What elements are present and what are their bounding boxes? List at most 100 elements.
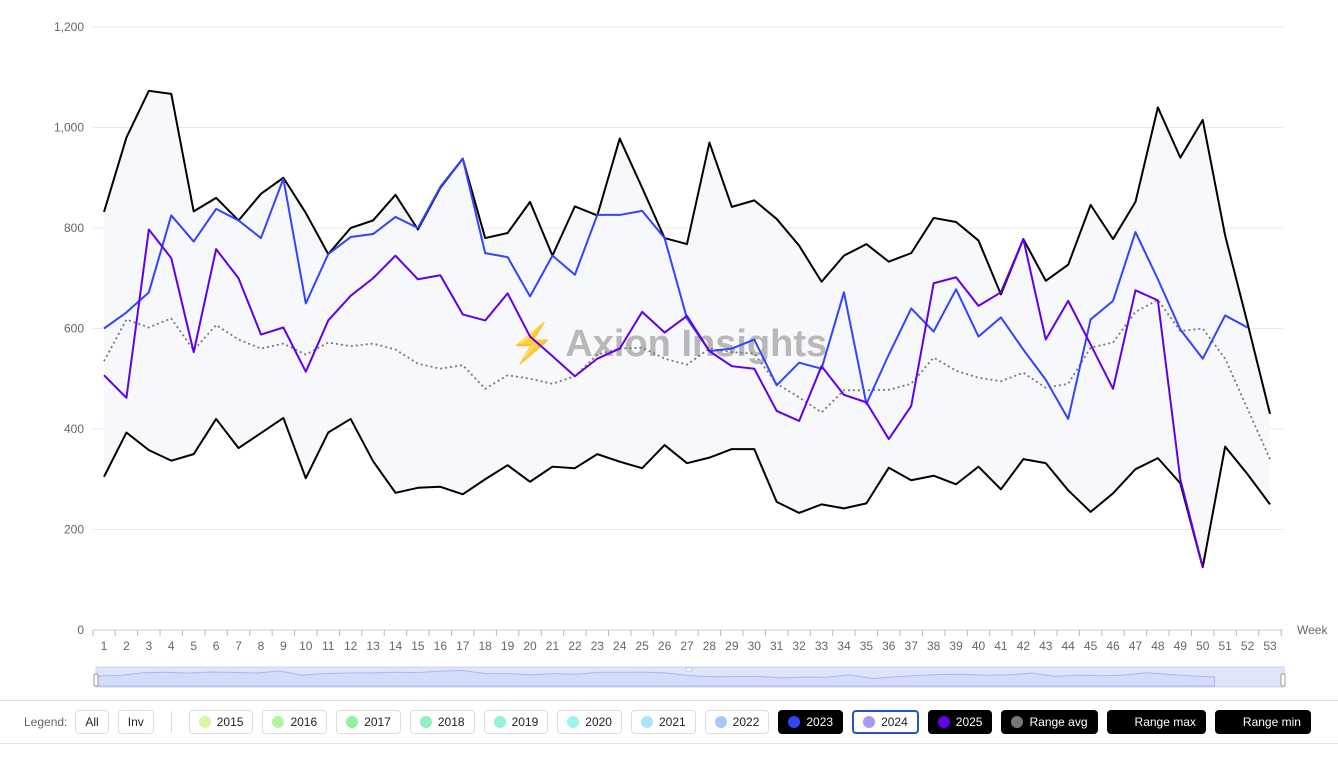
legend-swatch-icon <box>788 716 801 728</box>
legend-item-2020[interactable]: 2020 <box>557 710 622 734</box>
x-tick-label: 8 <box>258 639 265 653</box>
y-tick-label: 800 <box>64 221 84 235</box>
legend-item-2022[interactable]: 2022 <box>704 710 770 734</box>
x-axis-label: Week <box>1297 623 1328 637</box>
x-tick-label: 53 <box>1263 639 1277 653</box>
divider <box>0 700 1338 701</box>
legend-invert-button[interactable]: Inv <box>117 710 154 734</box>
legend-item-label: 2017 <box>364 715 391 729</box>
y-tick-label: 0 <box>77 623 84 637</box>
legend-swatch-icon <box>937 716 950 728</box>
series-line-range-avg <box>103 298 1271 460</box>
navigator-grip[interactable] <box>685 667 693 672</box>
legend-item-2024[interactable]: 2024 <box>852 710 919 734</box>
navigator-handle-left[interactable] <box>93 673 99 687</box>
x-tick-label: 28 <box>703 639 717 653</box>
x-tick-label: 9 <box>280 639 287 653</box>
x-tick-label: 31 <box>770 639 784 653</box>
legend-item-2021[interactable]: 2021 <box>630 710 696 734</box>
legend-item-label: 2021 <box>658 715 686 729</box>
legend-item-label: Range avg <box>1029 715 1088 729</box>
x-tick-label: 17 <box>456 639 470 653</box>
range-band <box>104 90 1270 568</box>
x-tick-label: 7 <box>235 639 242 653</box>
x-tick-label: 15 <box>411 639 425 653</box>
x-tick-label: 49 <box>1174 639 1188 653</box>
legend-swatch-icon <box>1225 716 1237 728</box>
legend-swatch-icon <box>714 716 727 728</box>
x-tick-label: 22 <box>568 639 582 653</box>
x-tick-label: 11 <box>322 639 335 653</box>
legend-item-label: 2018 <box>437 715 465 729</box>
x-tick-label: 50 <box>1196 639 1210 653</box>
x-tick-label: 5 <box>190 639 197 653</box>
legend-item-range-max[interactable]: Range max <box>1106 710 1206 734</box>
x-tick-label: 48 <box>1151 639 1165 653</box>
x-tick-label: 25 <box>635 639 649 653</box>
x-tick-label: 36 <box>882 639 896 653</box>
x-tick-label: 20 <box>523 639 537 653</box>
legend-swatch-icon <box>863 716 876 728</box>
legend-swatch-icon <box>198 716 211 728</box>
legend-swatch-icon <box>493 716 506 728</box>
legend-swatch-icon <box>1011 716 1024 728</box>
legend-item-2019[interactable]: 2019 <box>483 710 549 734</box>
legend-item-label: Range max <box>1134 715 1196 729</box>
x-tick-label: 3 <box>146 639 153 653</box>
legend-item-2016[interactable]: 2016 <box>262 710 328 734</box>
x-tick-label: 29 <box>725 639 739 653</box>
series-line-2023 <box>103 157 1249 420</box>
y-tick-label: 1,000 <box>54 121 84 135</box>
legend-item-range-avg[interactable]: Range avg <box>1001 710 1098 734</box>
navigator-handle-right[interactable] <box>1280 673 1286 687</box>
legend-label: Legend: <box>24 715 68 729</box>
legend-swatch-icon <box>272 716 285 728</box>
x-tick-label: 32 <box>792 639 806 653</box>
x-tick-label: 45 <box>1084 639 1098 653</box>
y-tick-label: 600 <box>64 322 84 336</box>
legend-item-range-min[interactable]: Range min <box>1214 710 1311 734</box>
x-tick-label: 35 <box>860 639 874 653</box>
x-tick-label: 27 <box>680 639 694 653</box>
legend-item-label: 2024 <box>881 715 908 729</box>
legend-item-2023[interactable]: 2023 <box>778 710 844 734</box>
x-tick-label: 40 <box>972 639 986 653</box>
x-tick-label: 37 <box>905 639 919 653</box>
legend-swatch-icon <box>346 716 359 728</box>
x-tick-label: 23 <box>591 639 605 653</box>
legend-item-2018[interactable]: 2018 <box>409 710 475 734</box>
legend-item-label: Range min <box>1242 715 1301 729</box>
legend-item-2025[interactable]: 2025 <box>927 710 993 734</box>
x-tick-label: 30 <box>748 639 762 653</box>
series-line-2025 <box>103 228 1204 568</box>
x-tick-label: 38 <box>927 639 941 653</box>
series-line-range-min <box>103 416 1271 569</box>
x-tick-label: 51 <box>1218 639 1232 653</box>
x-tick-label: 18 <box>479 639 493 653</box>
watermark: ⚡ Axion Insights <box>509 321 827 366</box>
x-tick-label: 21 <box>546 639 560 653</box>
y-tick-label: 1,200 <box>54 20 84 34</box>
series-line-range-max <box>103 89 1271 415</box>
x-tick-label: 12 <box>344 639 358 653</box>
x-tick-label: 41 <box>994 639 1008 653</box>
x-tick-label: 13 <box>366 639 380 653</box>
legend-item-2017[interactable]: 2017 <box>336 710 401 734</box>
x-tick-label: 14 <box>389 639 403 653</box>
x-tick-label: 2 <box>123 639 130 653</box>
navigator-series <box>96 669 1216 687</box>
legend-item-2015[interactable]: 2015 <box>188 710 254 734</box>
divider <box>0 743 1338 744</box>
legend-swatch-icon <box>640 716 653 728</box>
x-tick-label: 52 <box>1241 639 1255 653</box>
legend-all-button[interactable]: All <box>75 710 109 734</box>
legend-separator <box>170 711 172 733</box>
x-tick-label: 44 <box>1062 639 1076 653</box>
x-tick-label: 4 <box>168 639 175 653</box>
legend-invert-label: Inv <box>127 715 144 729</box>
legend-item-label: 2025 <box>955 715 983 729</box>
legend-item-label: 2023 <box>806 715 834 729</box>
legend-swatch-icon <box>419 716 432 728</box>
x-tick-label: 10 <box>299 639 313 653</box>
